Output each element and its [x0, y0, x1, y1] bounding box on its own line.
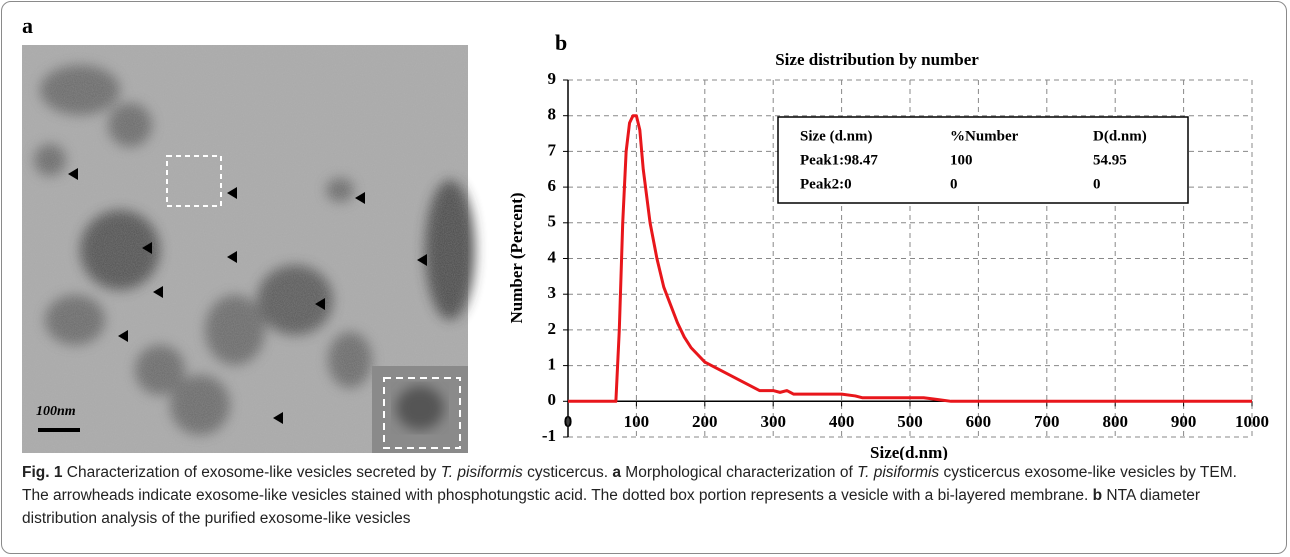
- y-tick-label: 1: [548, 355, 557, 374]
- table-cell: Peak1:98.47: [800, 152, 878, 168]
- x-axis-label: Size(d.nm): [870, 443, 948, 460]
- x-tick-label: 700: [1034, 412, 1060, 431]
- y-tick-label: 5: [548, 212, 557, 231]
- caption-panel-label: a: [612, 464, 621, 481]
- y-tick-label: 3: [548, 283, 557, 302]
- y-axis-label: Number (Percent): [507, 192, 526, 323]
- y-tick-label: 2: [548, 319, 557, 338]
- caption-panel-label: b: [1092, 487, 1103, 504]
- data-line: [568, 114, 1252, 403]
- x-tick-label: 900: [1171, 412, 1197, 431]
- figure: a 100nm b Size distribution by number Si…: [22, 13, 1269, 460]
- y-tick-label: 8: [548, 105, 557, 124]
- x-tick-label: 1000: [1235, 412, 1269, 431]
- x-tick-label: 600: [966, 412, 992, 431]
- y-tick-label: 4: [548, 247, 557, 266]
- caption-figure-label: Fig. 1: [22, 464, 63, 481]
- table-header: %Number: [950, 128, 1019, 144]
- table-cell: Peak2:0: [800, 176, 852, 192]
- table-header: D(d.nm): [1093, 128, 1147, 144]
- table-cell: 54.95: [1093, 152, 1127, 168]
- y-tick-label: 7: [548, 140, 557, 159]
- caption: Fig. 1 Characterization of exosome-like …: [22, 461, 1267, 530]
- x-tick-label: 500: [897, 412, 923, 431]
- tem-image: 100nm: [22, 45, 475, 453]
- table-header: Size (d.nm): [800, 128, 873, 144]
- panel-label: b: [555, 30, 567, 55]
- caption-text: cysticercus exosome-like vesicles by TEM…: [22, 464, 1237, 504]
- x-tick-label: 400: [829, 412, 855, 431]
- scale-bar-label: 100nm: [36, 404, 76, 419]
- table-cell: 0: [950, 176, 958, 192]
- y-tick-label: 6: [548, 176, 557, 195]
- x-tick-label: 200: [692, 412, 718, 431]
- x-tick-label: 100: [624, 412, 650, 431]
- x-tick-label: 300: [760, 412, 786, 431]
- y-tick-label: -1: [542, 426, 556, 445]
- panel-label: a: [22, 13, 33, 38]
- chart-title: Size distribution by number: [775, 50, 979, 69]
- caption-text: Morphological characterization of: [621, 464, 858, 481]
- inset-table-box: [777, 116, 1189, 204]
- caption-species: T. pisiformis: [440, 464, 523, 481]
- y-tick-label: 0: [548, 390, 557, 409]
- x-tick-label: 800: [1102, 412, 1128, 431]
- caption-text: NTA diameter distribution analysis of th…: [22, 487, 1201, 527]
- plot-area: -1 0 1 2 3 4 5 6 7 8 9 0 100 200 300 400 500 600 700 800 900…: [542, 69, 1269, 445]
- caption-species: T. pisiformis: [857, 464, 940, 481]
- y-tick-label: 9: [548, 69, 557, 88]
- caption-text: cysticercus.: [522, 464, 613, 481]
- table-cell: 0: [1093, 176, 1101, 192]
- caption-text: Characterization of exosome-like vesicle…: [62, 464, 441, 481]
- table-cell: 100: [950, 152, 973, 168]
